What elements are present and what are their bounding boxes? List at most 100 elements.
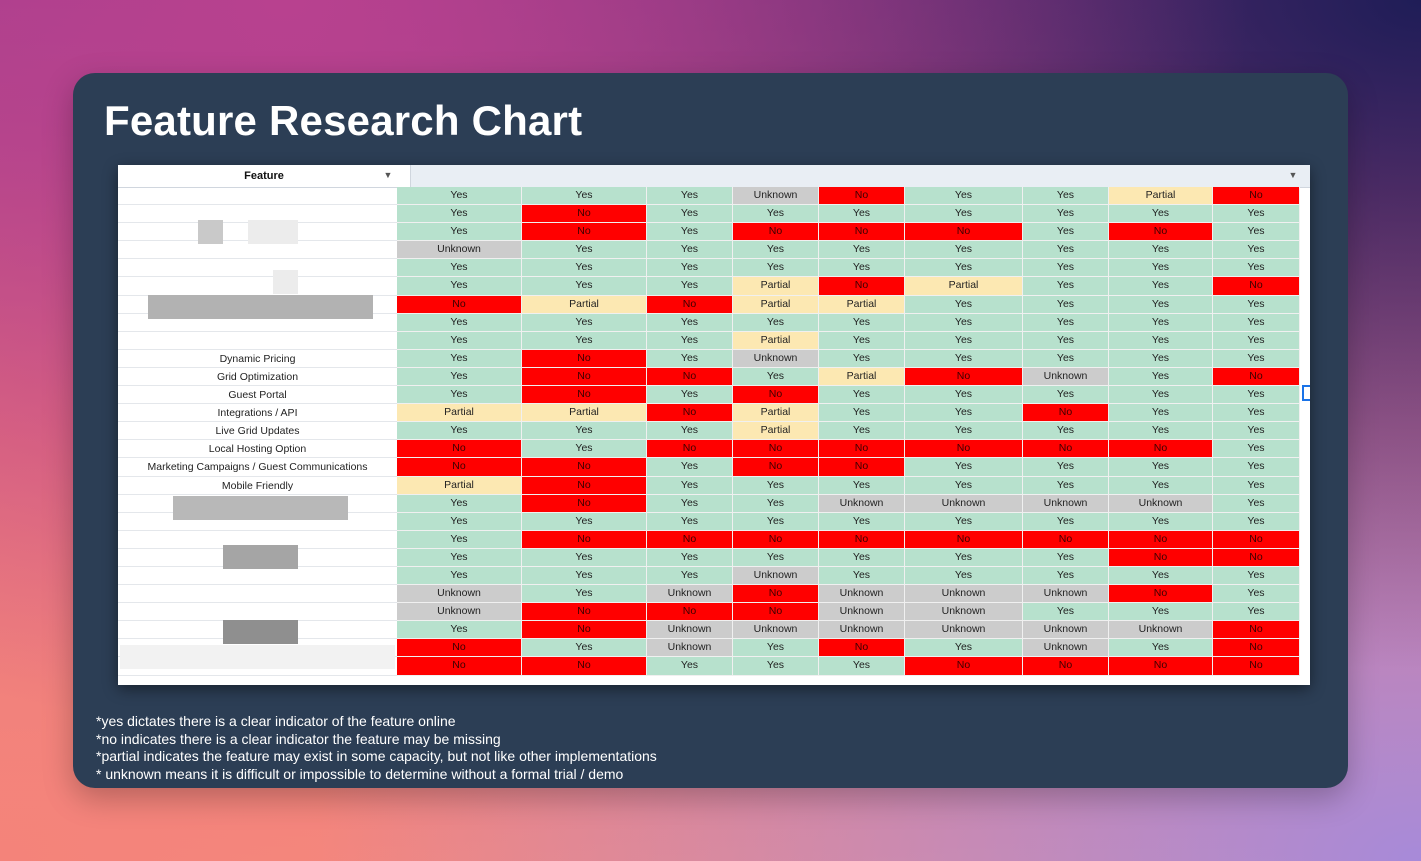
table-cell[interactable]: No xyxy=(1109,223,1213,242)
table-cell[interactable]: No xyxy=(819,458,905,477)
table-cell[interactable]: Partial xyxy=(522,404,647,423)
table-cell[interactable]: Yes xyxy=(397,566,522,586)
table-cell[interactable]: Yes xyxy=(1109,205,1213,224)
table-cell[interactable]: Yes xyxy=(819,566,905,586)
table-cell[interactable]: No xyxy=(733,223,819,242)
table-cell[interactable]: Yes xyxy=(522,259,647,278)
table-cell[interactable]: No xyxy=(522,657,647,676)
table-cell[interactable]: No xyxy=(522,603,647,622)
table-cell[interactable]: Yes xyxy=(1213,313,1300,332)
table-cell[interactable]: Partial xyxy=(733,331,819,350)
table-cell[interactable]: No xyxy=(522,205,647,224)
table-cell[interactable]: Yes xyxy=(647,422,733,441)
filter-icon[interactable]: ▼ xyxy=(1288,170,1298,180)
table-cell[interactable]: Yes xyxy=(647,223,733,242)
table-cell[interactable]: No xyxy=(522,621,647,640)
table-cell[interactable]: Unknown xyxy=(397,603,522,622)
table-cell[interactable]: Unknown xyxy=(905,585,1023,604)
table-cell[interactable]: Yes xyxy=(522,585,647,604)
table-cell[interactable]: Yes xyxy=(733,548,819,567)
table-cell[interactable]: No xyxy=(819,530,905,549)
table-cell[interactable]: No xyxy=(647,440,733,459)
table-cell[interactable]: Unknown xyxy=(1023,585,1109,604)
table-cell[interactable]: Yes xyxy=(647,494,733,513)
table-cell[interactable]: Yes xyxy=(522,548,647,567)
table-cell[interactable]: Yes xyxy=(905,548,1023,567)
table-cell[interactable]: Unknown xyxy=(819,603,905,622)
table-cell[interactable]: Yes xyxy=(1109,386,1213,405)
table-cell[interactable]: Yes xyxy=(647,566,733,586)
table-cell[interactable]: Yes xyxy=(905,241,1023,260)
table-cell[interactable]: Yes xyxy=(905,512,1023,531)
table-cell[interactable]: No xyxy=(1023,657,1109,676)
table-cell[interactable]: No xyxy=(397,458,522,477)
table-cell[interactable]: Unknown xyxy=(397,585,522,604)
table-cell[interactable]: Yes xyxy=(905,331,1023,350)
table-cell[interactable]: No xyxy=(1213,657,1300,676)
table-cell[interactable]: Yes xyxy=(1109,458,1213,477)
table-cell[interactable]: Partial xyxy=(905,277,1023,296)
table-cell[interactable]: No xyxy=(1109,548,1213,567)
table-cell[interactable]: No xyxy=(1213,277,1300,296)
table-cell[interactable]: Yes xyxy=(905,639,1023,658)
table-cell[interactable]: No xyxy=(397,639,522,658)
table-cell[interactable]: No xyxy=(1213,187,1300,206)
table-cell[interactable]: Yes xyxy=(1109,367,1213,387)
table-cell[interactable]: Yes xyxy=(819,548,905,567)
table-cell[interactable]: Unknown xyxy=(647,639,733,658)
table-cell[interactable]: Yes xyxy=(397,205,522,224)
table-cell[interactable]: Yes xyxy=(733,657,819,676)
table-cell[interactable]: Yes xyxy=(819,313,905,332)
table-cell[interactable]: Yes xyxy=(1023,313,1109,332)
table-cell[interactable]: No xyxy=(905,223,1023,242)
table-cell[interactable]: Yes xyxy=(819,349,905,368)
table-cell[interactable]: Yes xyxy=(522,241,647,260)
table-cell[interactable]: Yes xyxy=(1213,494,1300,513)
table-cell[interactable]: Unknown xyxy=(733,621,819,640)
table-cell[interactable]: No xyxy=(1109,530,1213,549)
table-cell[interactable]: No xyxy=(733,603,819,622)
table-cell[interactable]: Yes xyxy=(905,386,1023,405)
table-cell[interactable]: No xyxy=(733,386,819,405)
table-cell[interactable]: No xyxy=(1213,548,1300,567)
table-cell[interactable]: Partial xyxy=(733,422,819,441)
filter-icon[interactable]: ▼ xyxy=(383,170,393,180)
table-cell[interactable]: Yes xyxy=(1213,223,1300,242)
table-cell[interactable]: No xyxy=(1213,621,1300,640)
table-cell[interactable]: No xyxy=(647,603,733,622)
table-cell[interactable]: Yes xyxy=(1213,295,1300,314)
table-cell[interactable]: Partial xyxy=(733,295,819,314)
table-cell[interactable]: No xyxy=(522,223,647,242)
table-cell[interactable]: Yes xyxy=(819,512,905,531)
table-cell[interactable]: Yes xyxy=(647,259,733,278)
table-cell[interactable]: Yes xyxy=(1023,259,1109,278)
table-cell[interactable]: Unknown xyxy=(819,494,905,513)
table-cell[interactable]: Yes xyxy=(905,259,1023,278)
table-cell[interactable]: Partial xyxy=(733,277,819,296)
table-cell[interactable]: No xyxy=(1023,404,1109,423)
table-cell[interactable]: Unknown xyxy=(647,621,733,640)
table-cell[interactable]: Unknown xyxy=(1023,621,1109,640)
table-cell[interactable]: Yes xyxy=(905,566,1023,586)
table-cell[interactable]: No xyxy=(522,458,647,477)
table-cell[interactable]: Yes xyxy=(1109,241,1213,260)
table-cell[interactable]: Yes xyxy=(1023,548,1109,567)
table-cell[interactable]: No xyxy=(1109,657,1213,676)
table-cell[interactable]: Yes xyxy=(647,476,733,495)
table-cell[interactable]: Yes xyxy=(1023,331,1109,350)
table-cell[interactable]: Yes xyxy=(647,458,733,477)
table-cell[interactable]: Yes xyxy=(1023,566,1109,586)
table-cell[interactable]: Yes xyxy=(819,205,905,224)
table-cell[interactable]: Yes xyxy=(1023,349,1109,368)
table-cell[interactable]: Yes xyxy=(522,566,647,586)
table-cell[interactable]: Yes xyxy=(1213,440,1300,459)
table-cell[interactable]: Unknown xyxy=(905,603,1023,622)
table-cell[interactable]: No xyxy=(1109,440,1213,459)
table-cell[interactable]: No xyxy=(819,277,905,296)
table-cell[interactable]: Unknown xyxy=(1109,494,1213,513)
table-cell[interactable]: Yes xyxy=(397,259,522,278)
table-cell[interactable]: Yes xyxy=(647,512,733,531)
table-cell[interactable]: Yes xyxy=(1213,566,1300,586)
table-cell[interactable]: Yes xyxy=(397,530,522,549)
table-cell[interactable]: Yes xyxy=(647,548,733,567)
